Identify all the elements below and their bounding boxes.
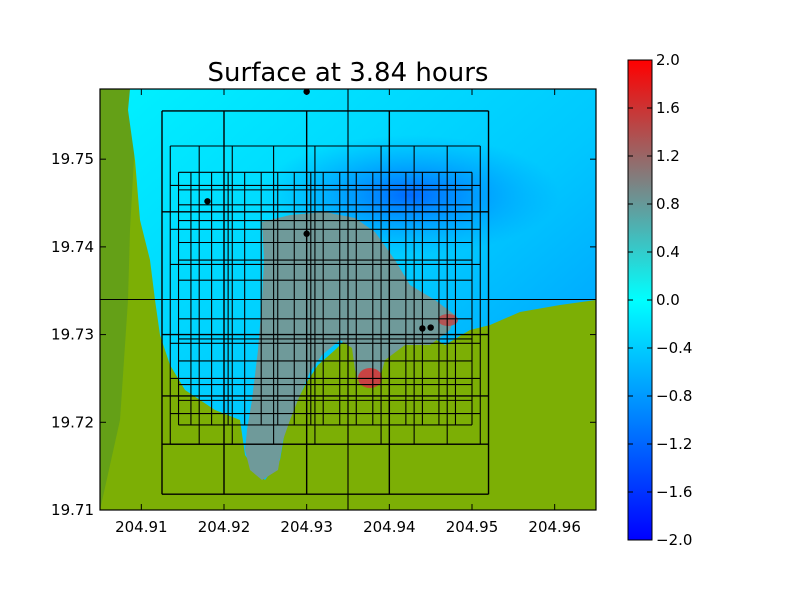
colorbar-tick-label: −0.8 — [656, 387, 692, 405]
x-tick-label: 204.92 — [198, 518, 251, 536]
bay-elevated-surface — [245, 212, 455, 480]
y-tick-label: 19.74 — [51, 238, 94, 256]
x-tick-label: 204.94 — [363, 518, 416, 536]
colorbar-tick-label: −1.6 — [656, 483, 692, 501]
x-tick-label: 204.95 — [446, 518, 499, 536]
gauge-point — [419, 325, 426, 332]
high-surface-spot — [438, 314, 458, 326]
colorbar-tick-label: 1.2 — [656, 147, 680, 165]
y-tick-label: 19.75 — [51, 150, 94, 168]
colorbar-tick-label: 1.6 — [656, 99, 680, 117]
colorbar-tick-label: 0.0 — [656, 291, 680, 309]
colorbar-tick-label: −0.4 — [656, 339, 692, 357]
x-axis: 204.91 204.92 204.93 204.94 204.95 204.96 — [115, 89, 581, 536]
colorbar-axis: 2.0 1.6 1.2 0.8 0.4 0.0 −0.4 −0.8 −1.2 −1.6 −2.0 — [628, 51, 692, 549]
colorbar-tick-label: 0.8 — [656, 195, 680, 213]
gauge-point — [427, 324, 434, 331]
x-tick-label: 204.91 — [115, 518, 168, 536]
plot-area — [100, 89, 596, 510]
colorbar-tick-label: −1.2 — [656, 435, 692, 453]
refinement-grid — [100, 89, 596, 510]
y-tick-label: 19.71 — [51, 501, 94, 519]
x-tick-label: 204.96 — [528, 518, 581, 536]
colorbar-tick-label: 0.4 — [656, 243, 680, 261]
colorbar-tick-label: −2.0 — [656, 531, 692, 549]
y-tick-label: 19.73 — [51, 326, 94, 344]
gauge-point — [204, 198, 211, 205]
plot-frame — [99, 88, 597, 511]
colorbar-tick-label: 2.0 — [656, 51, 680, 69]
y-tick-label: 19.72 — [51, 413, 94, 431]
gauge-point — [303, 230, 310, 237]
x-tick-label: 204.93 — [280, 518, 333, 536]
chart-title: Surface at 3.84 hours — [208, 58, 489, 88]
y-axis: 19.71 19.72 19.73 19.74 19.75 — [51, 150, 596, 519]
